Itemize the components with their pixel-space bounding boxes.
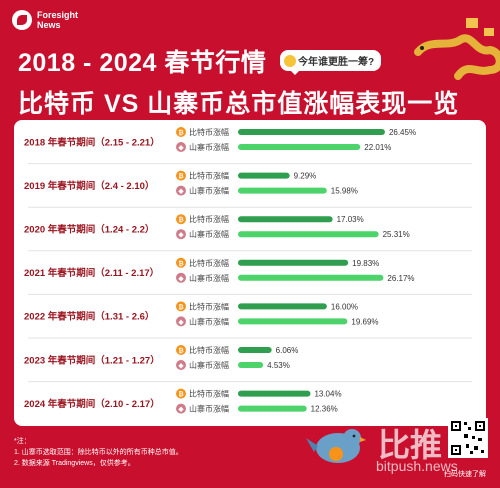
value-label: 22.01% (364, 143, 391, 152)
category-label: 2024 年春节期间（2.10 - 2.17） (24, 398, 160, 410)
bar-altcoin (238, 362, 264, 368)
bitcoin-icon (176, 388, 186, 399)
logo-line1: Foresight (37, 10, 79, 20)
series-label: 比特币涨幅 (189, 258, 229, 268)
value-label: 4.53% (267, 361, 290, 370)
bitcoin-glyph: ₿ (178, 129, 183, 137)
bitcoin-icon (176, 345, 186, 355)
series-label: 比特币涨幅 (189, 171, 229, 181)
altcoin-icon (176, 185, 186, 196)
bar-bitcoin (238, 216, 333, 223)
altcoin-glyph: ◆ (178, 363, 185, 370)
value-label: 25.31% (383, 230, 410, 239)
bitcoin-icon (176, 214, 186, 225)
value-label: 16.00% (331, 302, 358, 311)
altcoin-icon (176, 316, 186, 327)
qr-code-icon (448, 418, 488, 458)
snake-icon (414, 18, 500, 80)
bitcoin-glyph: ₿ (178, 172, 183, 180)
value-label: 26.45% (389, 128, 416, 137)
bar-bitcoin (238, 172, 290, 179)
smile-emoji-icon (284, 54, 296, 67)
footnote: *注： 1. 山寨币选取范围：除比特币以外的所有币种总市值。 2. 数据来源 T… (14, 436, 183, 469)
series-label: 比特币涨幅 (189, 127, 229, 137)
bitcoin-icon (176, 127, 186, 137)
category-label: 2021 年春节期间（2.11 - 2.17） (24, 267, 159, 279)
logo-icon (12, 10, 32, 30)
altcoin-glyph: ◆ (178, 319, 185, 326)
bar-bitcoin (238, 129, 385, 135)
speech-bubble-text: 今年谁更胜一筹? (298, 57, 375, 68)
speech-bubble: 今年谁更胜一筹? (280, 50, 382, 75)
note-title: *注： (14, 438, 31, 445)
altcoin-icon (176, 229, 186, 240)
category-label: 2023 年春节期间（1.21 - 1.27） (24, 354, 160, 366)
logo-line2: News (37, 20, 61, 30)
bar-bitcoin (238, 259, 349, 266)
altcoin-glyph: ◆ (178, 232, 185, 239)
series-label: 山寨币涨幅 (189, 404, 229, 414)
bitcoin-glyph: ₿ (178, 390, 183, 398)
bitcoin-glyph: ₿ (178, 216, 183, 224)
value-label: 12.36% (311, 405, 338, 414)
series-label: 山寨币涨幅 (189, 360, 229, 370)
series-label: 山寨币涨幅 (189, 229, 229, 239)
value-label: 19.83% (352, 259, 379, 268)
chart-card: 2018 年春节期间（2.15 - 2.21） ₿ 比特币涨幅 26.45% ◆ 山寨币涨… (14, 120, 486, 426)
bitcoin-glyph: ₿ (178, 303, 183, 311)
bar-altcoin (238, 274, 384, 281)
bitcoin-glyph: ₿ (178, 347, 183, 355)
altcoin-glyph: ◆ (178, 275, 185, 282)
qr-caption: 扫码快速了解 (444, 471, 486, 478)
bar-altcoin (238, 144, 361, 150)
bitcoin-icon (176, 170, 186, 181)
logo-text: Foresight News (37, 10, 78, 30)
chart-plot: 2018 年春节期间（2.15 - 2.21） ₿ 比特币涨幅 26.45% ◆ 山寨币涨… (24, 127, 472, 414)
value-label: 6.06% (276, 346, 299, 355)
value-label: 15.98% (331, 187, 358, 196)
bird-icon (306, 429, 366, 463)
note-1: 1. 山寨币选取范围：除比特币以外的所有币种总市值。 (14, 449, 183, 456)
altcoin-glyph: ◆ (178, 145, 185, 152)
page-subtitle: 比特币 VS 山寨币总市值涨幅表现一览 (18, 90, 460, 118)
series-label: 比特币涨幅 (189, 301, 229, 311)
altcoin-icon (176, 360, 186, 370)
series-label: 山寨币涨幅 (189, 142, 229, 152)
value-label: 19.69% (351, 317, 378, 326)
value-label: 26.17% (387, 274, 414, 283)
value-label: 13.04% (314, 390, 341, 399)
category-label: 2020 年春节期间（1.24 - 2.2） (24, 224, 154, 236)
bar-altcoin (238, 405, 307, 412)
series-label: 山寨币涨幅 (189, 316, 229, 326)
bar-altcoin (238, 231, 379, 238)
value-label: 17.03% (337, 215, 364, 224)
bar-altcoin (238, 318, 348, 325)
bar-bitcoin (238, 303, 327, 310)
page-title: 2018 - 2024 春节行情 (18, 49, 267, 77)
category-label: 2018 年春节期间（2.15 - 2.21） (24, 136, 160, 148)
value-label: 9.29% (294, 172, 317, 181)
brand-name: 比推 (378, 427, 443, 463)
bar-altcoin (238, 187, 327, 194)
brand-url: bitpush.news (376, 458, 458, 474)
bar-bitcoin (238, 347, 272, 353)
bitcoin-glyph: ₿ (178, 259, 183, 267)
note-2: 2. 数据来源 Tradingviews，仅供参考。 (14, 460, 135, 467)
series-label: 比特币涨幅 (189, 345, 229, 355)
foresight-logo: Foresight News (12, 10, 78, 30)
series-label: 山寨币涨幅 (189, 273, 229, 283)
series-label: 比特币涨幅 (189, 214, 229, 224)
bar-bitcoin (238, 390, 311, 397)
altcoin-icon (176, 142, 186, 152)
bitcoin-icon (176, 257, 186, 268)
altcoin-glyph: ◆ (178, 406, 185, 413)
bitcoin-icon (176, 301, 186, 312)
altcoin-icon (176, 403, 186, 414)
series-label: 山寨币涨幅 (189, 186, 229, 196)
category-label: 2022 年春节期间（1.31 - 2.6） (24, 311, 154, 323)
altcoin-glyph: ◆ (178, 188, 185, 195)
altcoin-icon (176, 272, 186, 283)
series-label: 比特币涨幅 (189, 389, 229, 399)
category-label: 2019 年春节期间（2.4 - 2.10） (24, 180, 154, 192)
